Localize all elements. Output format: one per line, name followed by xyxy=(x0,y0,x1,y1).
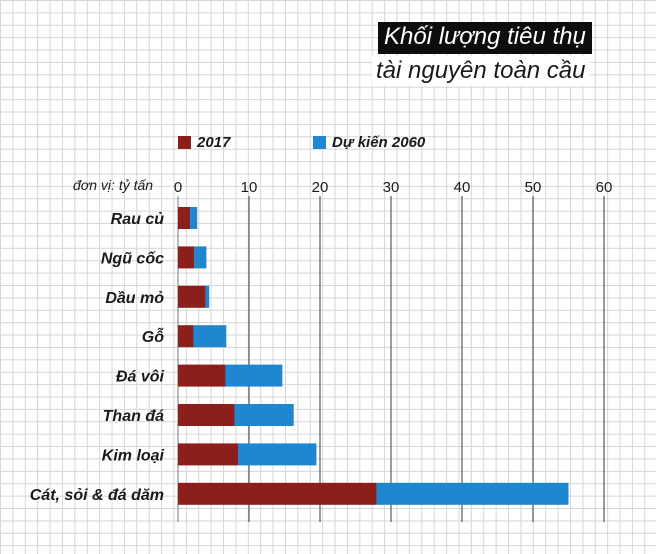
x-axis-ticks: 0 10 20 30 40 50 60 xyxy=(174,179,613,196)
x-tick-label: 30 xyxy=(383,179,400,196)
category-label: Đá vôi xyxy=(116,369,165,386)
chart-title-line-2: tài nguyên toàn cầu xyxy=(372,56,590,86)
bar-2060-8 xyxy=(376,482,569,505)
category-label: Cát, sỏi & đá dăm xyxy=(30,487,164,504)
bar-2017-5 xyxy=(178,364,226,387)
bar-2060-7 xyxy=(238,443,317,466)
bar-2060-5 xyxy=(225,364,283,387)
category-label: Dầu mỏ xyxy=(105,290,164,307)
unit-label: đơn vị: tỷ tấn xyxy=(73,177,154,193)
bar-2060-4 xyxy=(193,325,227,348)
category-label: Rau củ xyxy=(111,211,165,228)
gridlines xyxy=(177,196,605,522)
x-tick-label: 20 xyxy=(312,179,329,196)
category-label: Than đá xyxy=(103,408,164,425)
bar-2060-2 xyxy=(194,246,207,269)
legend-item-2017: 2017 xyxy=(178,133,230,151)
bar-2017-1 xyxy=(178,207,191,229)
x-tick-label: 10 xyxy=(241,179,258,196)
category-label: Ngũ cốc xyxy=(101,250,164,267)
legend-swatch-2060 xyxy=(313,135,326,149)
bars xyxy=(178,207,569,505)
legend-swatch-2017 xyxy=(178,135,191,149)
bar-2017-3 xyxy=(178,285,206,308)
x-tick-label: 60 xyxy=(596,179,613,196)
category-labels: Rau củ Ngũ cốc Dầu mỏ Gỗ Đá vôi Than đá Kim lo… xyxy=(30,211,165,504)
x-tick-label: 40 xyxy=(454,179,471,196)
bar-2017-6 xyxy=(178,404,235,426)
category-label: Gỗ xyxy=(142,326,164,346)
category-label: Kim loại xyxy=(102,447,165,464)
legend-item-2060: Dự kiến 2060 xyxy=(313,133,425,151)
bar-2017-2 xyxy=(178,246,195,269)
chart-title-line-1: Khối lượng tiêu thụ xyxy=(378,22,592,54)
bar-2060-3 xyxy=(205,285,210,308)
legend-label-2060: Dự kiến 2060 xyxy=(332,133,426,151)
bar-2060-1 xyxy=(190,207,198,229)
bar-2060-6 xyxy=(234,404,294,426)
bar-2017-8 xyxy=(178,482,377,505)
bar-2017-7 xyxy=(178,443,239,466)
bar-2017-4 xyxy=(178,325,194,348)
legend-label-2017: 2017 xyxy=(197,133,231,151)
x-tick-label: 0 xyxy=(174,179,182,196)
x-tick-label: 50 xyxy=(525,179,542,196)
